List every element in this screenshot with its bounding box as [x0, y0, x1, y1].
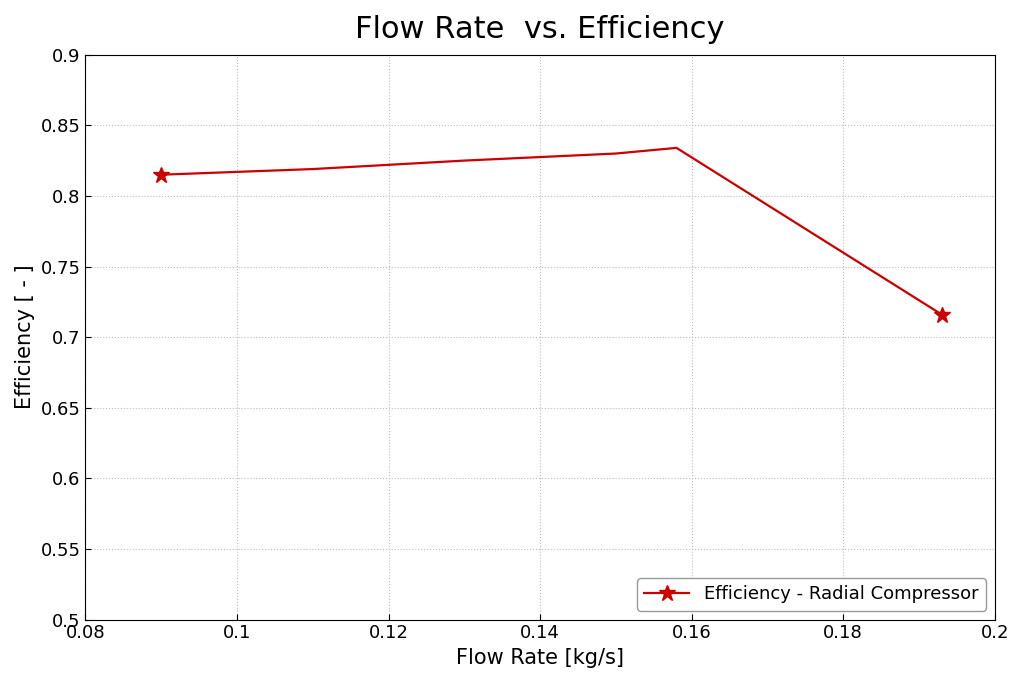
Efficiency - Radial Compressor — [609, 150, 622, 158]
Efficiency - Radial Compressor — [306, 165, 318, 173]
Y-axis label: Efficiency [ - ]: Efficiency [ - ] — [15, 265, 35, 409]
Efficiency - Radial Compressor — [458, 156, 470, 165]
X-axis label: Flow Rate [kg/s]: Flow Rate [kg/s] — [456, 648, 624, 668]
Legend: Efficiency - Radial Compressor: Efficiency - Radial Compressor — [637, 578, 986, 611]
Title: Flow Rate  vs. Efficiency: Flow Rate vs. Efficiency — [355, 15, 725, 44]
Efficiency - Radial Compressor — [671, 144, 683, 152]
Efficiency - Radial Compressor — [155, 171, 167, 179]
Efficiency - Radial Compressor — [936, 311, 948, 319]
Line: Efficiency - Radial Compressor: Efficiency - Radial Compressor — [153, 139, 950, 323]
